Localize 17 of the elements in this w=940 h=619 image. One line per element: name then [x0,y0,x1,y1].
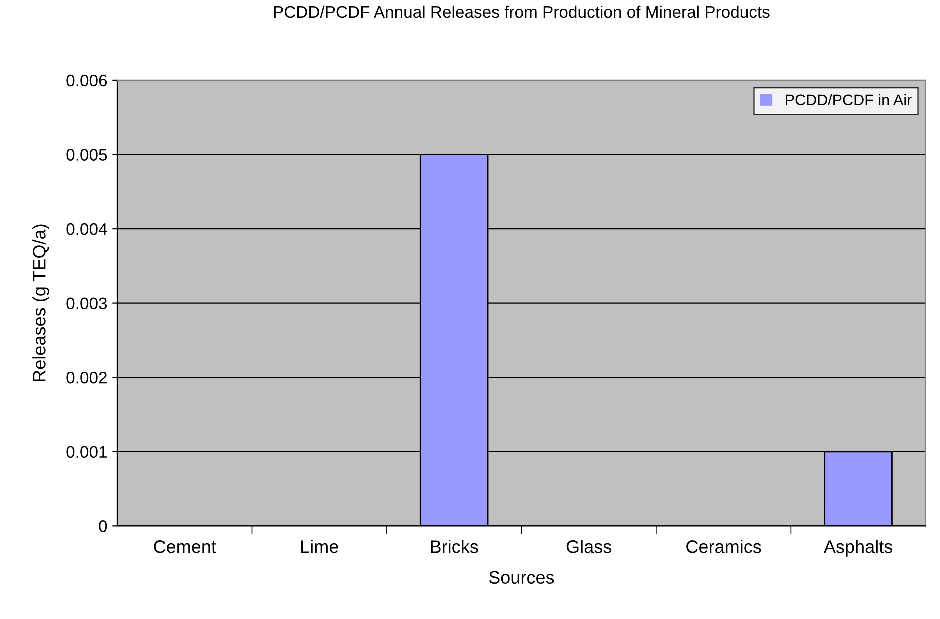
y-tick-label: 0.002 [66,372,107,384]
y-tick-label: 0 [99,520,108,532]
y-tick-label: 0.003 [66,298,108,310]
y-tick-label: 0.006 [66,74,108,87]
y-tick-label: 0.005 [66,149,108,161]
y-tick-label: 0.001 [66,446,107,458]
x-tick-label: Ceramics [686,540,762,554]
chart-title: PCDD/PCDF Annual Releases from Production of Mineral Products [274,6,770,18]
x-axis-title: Sources [489,571,554,584]
x-tick-label: Cement [154,540,216,554]
y-tick-label: 0.004 [66,223,108,236]
x-tick-label: Bricks [431,540,478,554]
x-tick-label: Glass [566,540,612,554]
y-axis-title: Releases (g TEQ/a) [32,224,50,382]
legend-label: PCDD/PCDF in Air [786,94,912,106]
x-tick-label: Lime [302,540,338,554]
x-tick-label: Asphalts [824,540,893,557]
